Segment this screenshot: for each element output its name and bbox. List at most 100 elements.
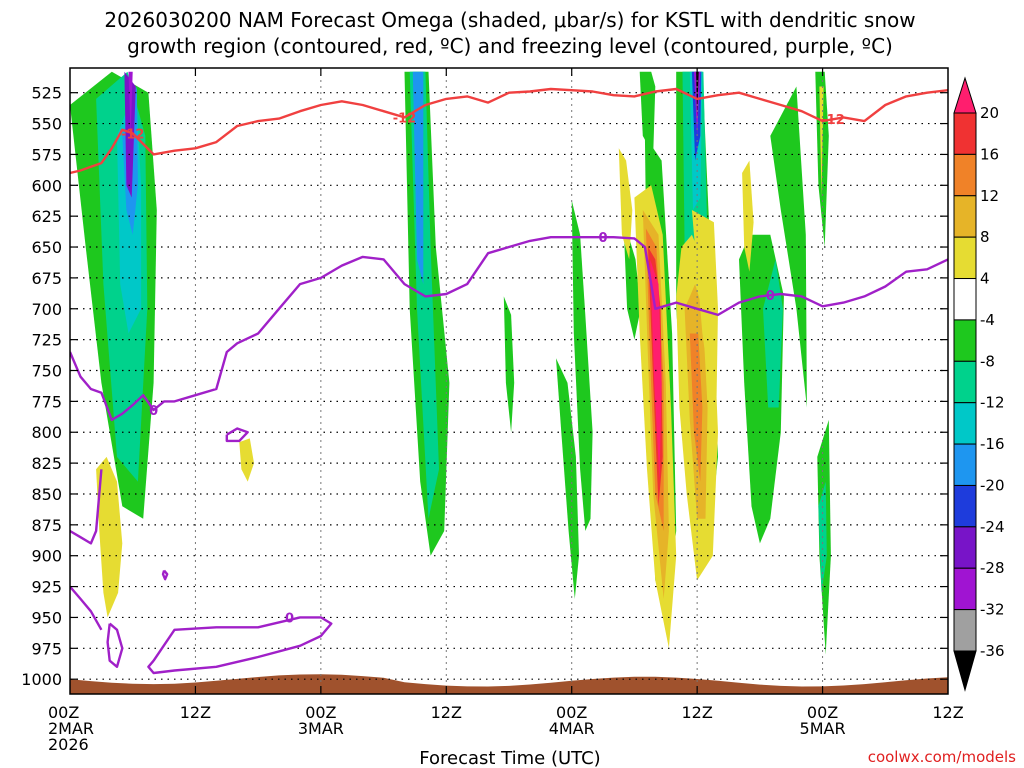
- y-tick-label-950: 950: [31, 608, 62, 627]
- omega-region-38: [742, 160, 754, 272]
- y-tick-label-575: 575: [31, 145, 62, 164]
- colorbar-band-11: [953, 567, 977, 611]
- freezing-contour-label-1: 0: [766, 289, 775, 304]
- colorbar-band-6: [953, 360, 977, 404]
- freezing-contour-branch-1: [70, 469, 103, 545]
- y-tick-label-825: 825: [31, 454, 62, 473]
- y-tick-label-925: 925: [31, 578, 62, 597]
- colorbar-band-8: [953, 443, 977, 486]
- omega-region-10: [556, 358, 579, 599]
- freezing-contour-label-0: 0: [599, 231, 608, 246]
- colorbar-label-7: -12: [980, 394, 1005, 412]
- colorbar-bottom-triangle: [953, 650, 977, 692]
- title-line-1: 2026030200 NAM Forecast Omega (shaded, μ…: [104, 8, 915, 32]
- freezing-closed-contour-1: [106, 622, 124, 668]
- freezing-closed-contour-3: [161, 569, 169, 581]
- x-axis-label: Forecast Time (UTC): [419, 748, 600, 768]
- colorbar-label-4: 4: [980, 270, 990, 288]
- y-tick-label-650: 650: [31, 238, 62, 257]
- dendritic-contour-label-0: -12: [121, 127, 145, 142]
- omega-region-12: [624, 234, 641, 340]
- y-tick-label-550: 550: [31, 115, 62, 134]
- y-tick-label-625: 625: [31, 207, 62, 226]
- omega-region-9: [571, 200, 593, 531]
- x-tick-label-5-0: 12Z: [681, 703, 712, 722]
- colorbar-label-9: -20: [980, 476, 1005, 494]
- plot-frame: [69, 67, 949, 695]
- freezing-closed-label: 0: [285, 611, 294, 626]
- freezing-contour-label-2: 0: [149, 404, 158, 419]
- y-tick-label-1000: 1000: [21, 670, 62, 689]
- colorbar-band-1: [953, 153, 977, 197]
- x-tick-label-0-2: 2026: [48, 735, 89, 754]
- x-tick-label-1-0: 12Z: [180, 703, 211, 722]
- y-tick-label-700: 700: [31, 300, 62, 319]
- colorbar-label-13: -36: [980, 642, 1005, 660]
- freezing-contour-branch-2: [70, 585, 103, 631]
- x-tick-label-3-0: 12Z: [431, 703, 462, 722]
- ground-surface: [70, 674, 948, 694]
- omega-region-11: [503, 296, 515, 433]
- y-tick-label-900: 900: [31, 547, 62, 566]
- y-tick-label-875: 875: [31, 516, 62, 535]
- omega-region-37: [239, 438, 254, 482]
- omega-region-39: [819, 86, 824, 198]
- x-tick-label-6-1: 5MAR: [800, 719, 846, 738]
- freezing-closed-contour-0: [147, 616, 333, 675]
- dendritic-contour-label-1: -12: [393, 111, 417, 126]
- y-tick-label-750: 750: [31, 362, 62, 381]
- omega-region-35: [691, 210, 718, 433]
- y-tick-label-675: 675: [31, 269, 62, 288]
- y-tick-label-800: 800: [31, 423, 62, 442]
- y-tick-label-775: 775: [31, 392, 62, 411]
- colorbar-label-1: 16: [980, 145, 999, 163]
- plot-area: -12 -12 -12 0 0 0 0: [70, 68, 948, 694]
- axes: 525 550 575 600 625 650 675 700 725 750 775 800 825 8…: [21, 67, 964, 754]
- x-tick-label-7-0: 12Z: [932, 703, 963, 722]
- colorbar-band-5: [953, 319, 977, 362]
- omega-region-20: [639, 71, 656, 155]
- y-tick-label-975: 975: [31, 639, 62, 658]
- x-tick-label-0-0: 00Z: [48, 703, 79, 722]
- omega-region-40: [618, 148, 633, 260]
- colorbar-band-0: [953, 112, 977, 155]
- title-line-2: growth region (contoured, red, ºC) and f…: [127, 34, 893, 58]
- dendritic-contour-label-2: -12: [821, 113, 845, 128]
- credit-text: coolwx.com/models: [868, 748, 1016, 766]
- colorbar-band-3: [953, 236, 977, 280]
- colorbar-band-4: [953, 278, 977, 321]
- y-tick-label-725: 725: [31, 331, 62, 350]
- colorbar-band-2: [953, 195, 977, 238]
- dendritic-contour-line: [70, 87, 948, 175]
- colorbar-label-11: -28: [980, 559, 1005, 577]
- colorbar-label-3: 8: [980, 228, 990, 246]
- colorbar-band-9: [953, 484, 977, 528]
- colorbar-label-6: -8: [980, 352, 995, 370]
- grid: [70, 68, 948, 694]
- colorbar-label-5: -4: [980, 311, 995, 329]
- x-tick-label-2-1: 3MAR: [298, 719, 344, 738]
- y-tick-label-850: 850: [31, 485, 62, 504]
- colorbar-label-2: 12: [980, 187, 999, 205]
- colorbar-band-7: [953, 402, 977, 445]
- freezing-closed-contour-2: [225, 427, 249, 443]
- colorbar-band-10: [953, 526, 977, 569]
- x-tick-label-0-1: 2MAR: [48, 719, 94, 738]
- omega-region-19: [696, 71, 699, 118]
- colorbar-label-0: 20: [980, 104, 999, 122]
- x-tick-label-4-1: 4MAR: [549, 719, 595, 738]
- omega-region-5: [128, 71, 133, 136]
- colorbar-label-12: -32: [980, 601, 1005, 619]
- omega-region-23: [770, 86, 807, 408]
- colorbar-top-triangle: [953, 76, 977, 114]
- x-tick-label-4-0: 00Z: [556, 703, 587, 722]
- x-tick-label-6-0: 00Z: [807, 703, 838, 722]
- y-tick-label-525: 525: [31, 84, 62, 103]
- colorbar-label-8: -16: [980, 435, 1005, 453]
- omega-region-4: [124, 71, 136, 198]
- y-tick-label-600: 600: [31, 176, 62, 195]
- omega-region-8: [412, 71, 424, 285]
- colorbar-label-10: -24: [980, 518, 1005, 536]
- omega-region-36: [96, 456, 123, 618]
